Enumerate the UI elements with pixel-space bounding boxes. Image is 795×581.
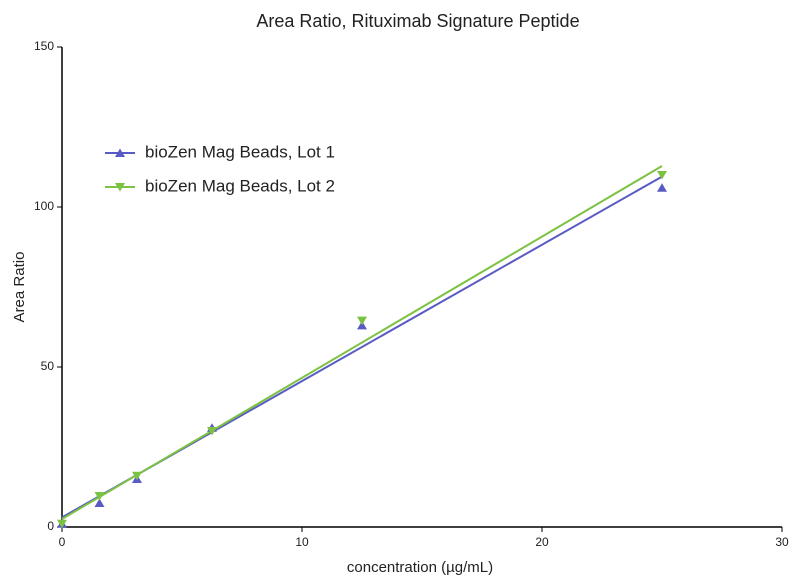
legend-label: bioZen Mag Beads, Lot 2 bbox=[145, 176, 335, 195]
chart-title: Area Ratio, Rituximab Signature Peptide bbox=[256, 11, 579, 31]
x-axis-label: concentration (µg/mL) bbox=[347, 559, 493, 576]
point bbox=[132, 471, 142, 481]
point bbox=[357, 320, 367, 330]
y-tick-label: 0 bbox=[47, 519, 54, 533]
point bbox=[657, 171, 667, 180]
point bbox=[94, 491, 105, 501]
point bbox=[657, 183, 667, 192]
legend-label: bioZen Mag Beads, Lot 1 bbox=[145, 142, 335, 161]
x-tick-label: 0 bbox=[59, 535, 66, 549]
point bbox=[207, 427, 217, 436]
y-tick-label: 100 bbox=[34, 199, 54, 213]
fit-line bbox=[61, 165, 663, 520]
point bbox=[57, 519, 67, 529]
point bbox=[94, 498, 105, 507]
legend-marker bbox=[115, 148, 125, 157]
y-axis-label: Area Ratio bbox=[11, 252, 28, 323]
x-tick-label: 20 bbox=[535, 535, 549, 549]
point bbox=[357, 316, 367, 326]
y-tick-label: 150 bbox=[34, 39, 54, 53]
y-tick-label: 50 bbox=[41, 359, 55, 373]
x-tick-label: 30 bbox=[775, 535, 789, 549]
legend-marker bbox=[115, 183, 125, 192]
x-tick-label: 10 bbox=[295, 535, 309, 549]
